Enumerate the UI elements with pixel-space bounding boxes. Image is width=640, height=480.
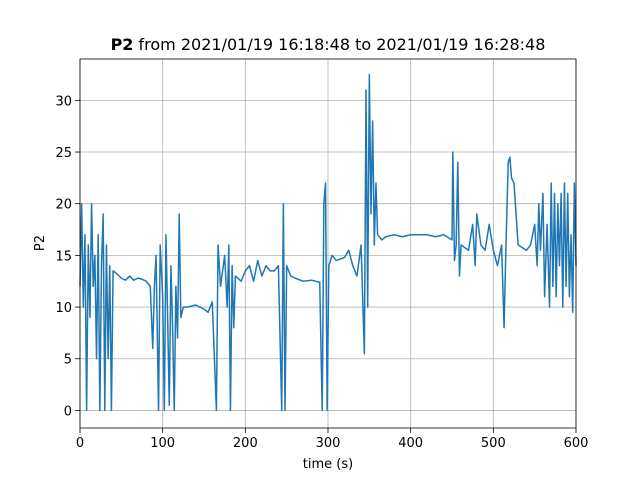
- x-axis-label: time (s): [303, 457, 353, 472]
- y-tick-label: 25: [55, 146, 72, 161]
- y-tick-label: 15: [55, 249, 72, 264]
- chart-title: P2 from 2021/01/19 16:18:48 to 2021/01/1…: [111, 35, 546, 54]
- y-tick-label: 5: [64, 353, 72, 368]
- y-tick-label: 10: [55, 301, 72, 316]
- x-tick-label: 400: [398, 436, 423, 451]
- x-tick-label: 500: [481, 436, 506, 451]
- y-tick-label: 0: [64, 404, 72, 419]
- title-bold: P2: [111, 35, 134, 54]
- x-tick-label: 300: [316, 436, 341, 451]
- y-axis-label: P2: [33, 235, 48, 251]
- data-line: [79, 73, 577, 412]
- y-tick-label: 20: [55, 198, 72, 213]
- x-tick-label: 0: [76, 436, 84, 451]
- y-tick-label: 30: [55, 94, 72, 109]
- x-tick-label: 200: [233, 436, 258, 451]
- title-rest: from 2021/01/19 16:18:48 to 2021/01/19 1…: [139, 35, 546, 54]
- x-tick-label: 100: [150, 436, 175, 451]
- x-tick-label: 600: [564, 436, 589, 451]
- plot-frame: [79, 58, 577, 429]
